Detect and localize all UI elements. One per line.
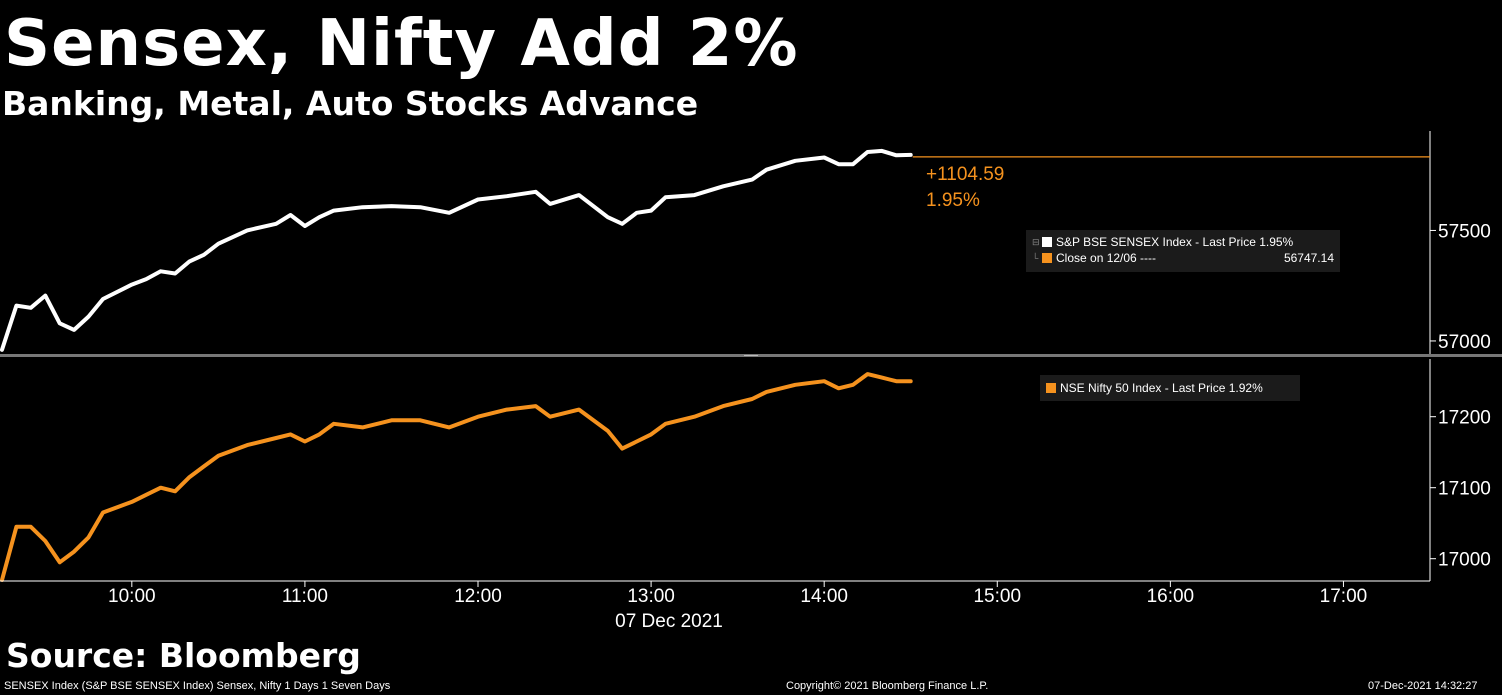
tree-collapse-icon[interactable]: ⊟ [1032,236,1040,247]
x-axis-date-label: 07 Dec 2021 [615,611,723,632]
x-tick-label: 11:00 [282,586,328,607]
nifty-y-tick-label: 17100 [1438,479,1491,500]
close-swatch [1042,253,1052,263]
sensex-y-tick-label: 57000 [1438,332,1491,353]
chart-subtitle: Banking, Metal, Auto Stocks Advance [2,84,699,123]
x-tick-label: 13:00 [627,586,675,607]
footer-copyright: Copyright© 2021 Bloomberg Finance L.P. [786,680,989,692]
x-tick-label: 17:00 [1320,586,1368,607]
source-label: Source: Bloomberg [6,636,361,675]
sensex-y-tick-label: 57500 [1438,221,1491,242]
legend-nifty: NSE Nifty 50 Index - Last Price 1.92% [1040,375,1300,401]
x-tick-label: 12:00 [454,586,502,607]
change-annotation: +1104.59 [926,164,1004,185]
percent-annotation: 1.95% [926,190,980,211]
nifty-y-tick-label: 17200 [1438,408,1491,429]
x-tick-label: 15:00 [973,586,1021,607]
x-tick-label: 14:00 [800,586,848,607]
x-tick-label: 10:00 [108,586,156,607]
sensex-swatch [1042,237,1052,247]
nifty-y-tick-label: 17000 [1438,550,1491,571]
sensex-series-line [0,148,913,352]
legend-close-label: Close on 12/06 ---- [1056,251,1157,265]
x-tick-label: 16:00 [1147,586,1195,607]
footer-left: SENSEX Index (S&P BSE SENSEX Index) Sens… [4,680,391,692]
chart-title: Sensex, Nifty Add 2% [4,7,799,81]
nifty-swatch [1046,383,1056,393]
legend-sensex-label: S&P BSE SENSEX Index - Last Price 1.95% [1056,235,1294,249]
legend-sensex: ⊟ S&P BSE SENSEX Index - Last Price 1.95… [1026,230,1340,272]
legend-close-value: 56747.14 [1283,251,1334,265]
footer-timestamp: 07-Dec-2021 14:32:27 [1368,680,1478,692]
tree-branch-icon: └ [1032,253,1039,263]
nifty-series-line [0,372,913,582]
legend-nifty-label: NSE Nifty 50 Index - Last Price 1.92% [1060,381,1263,395]
